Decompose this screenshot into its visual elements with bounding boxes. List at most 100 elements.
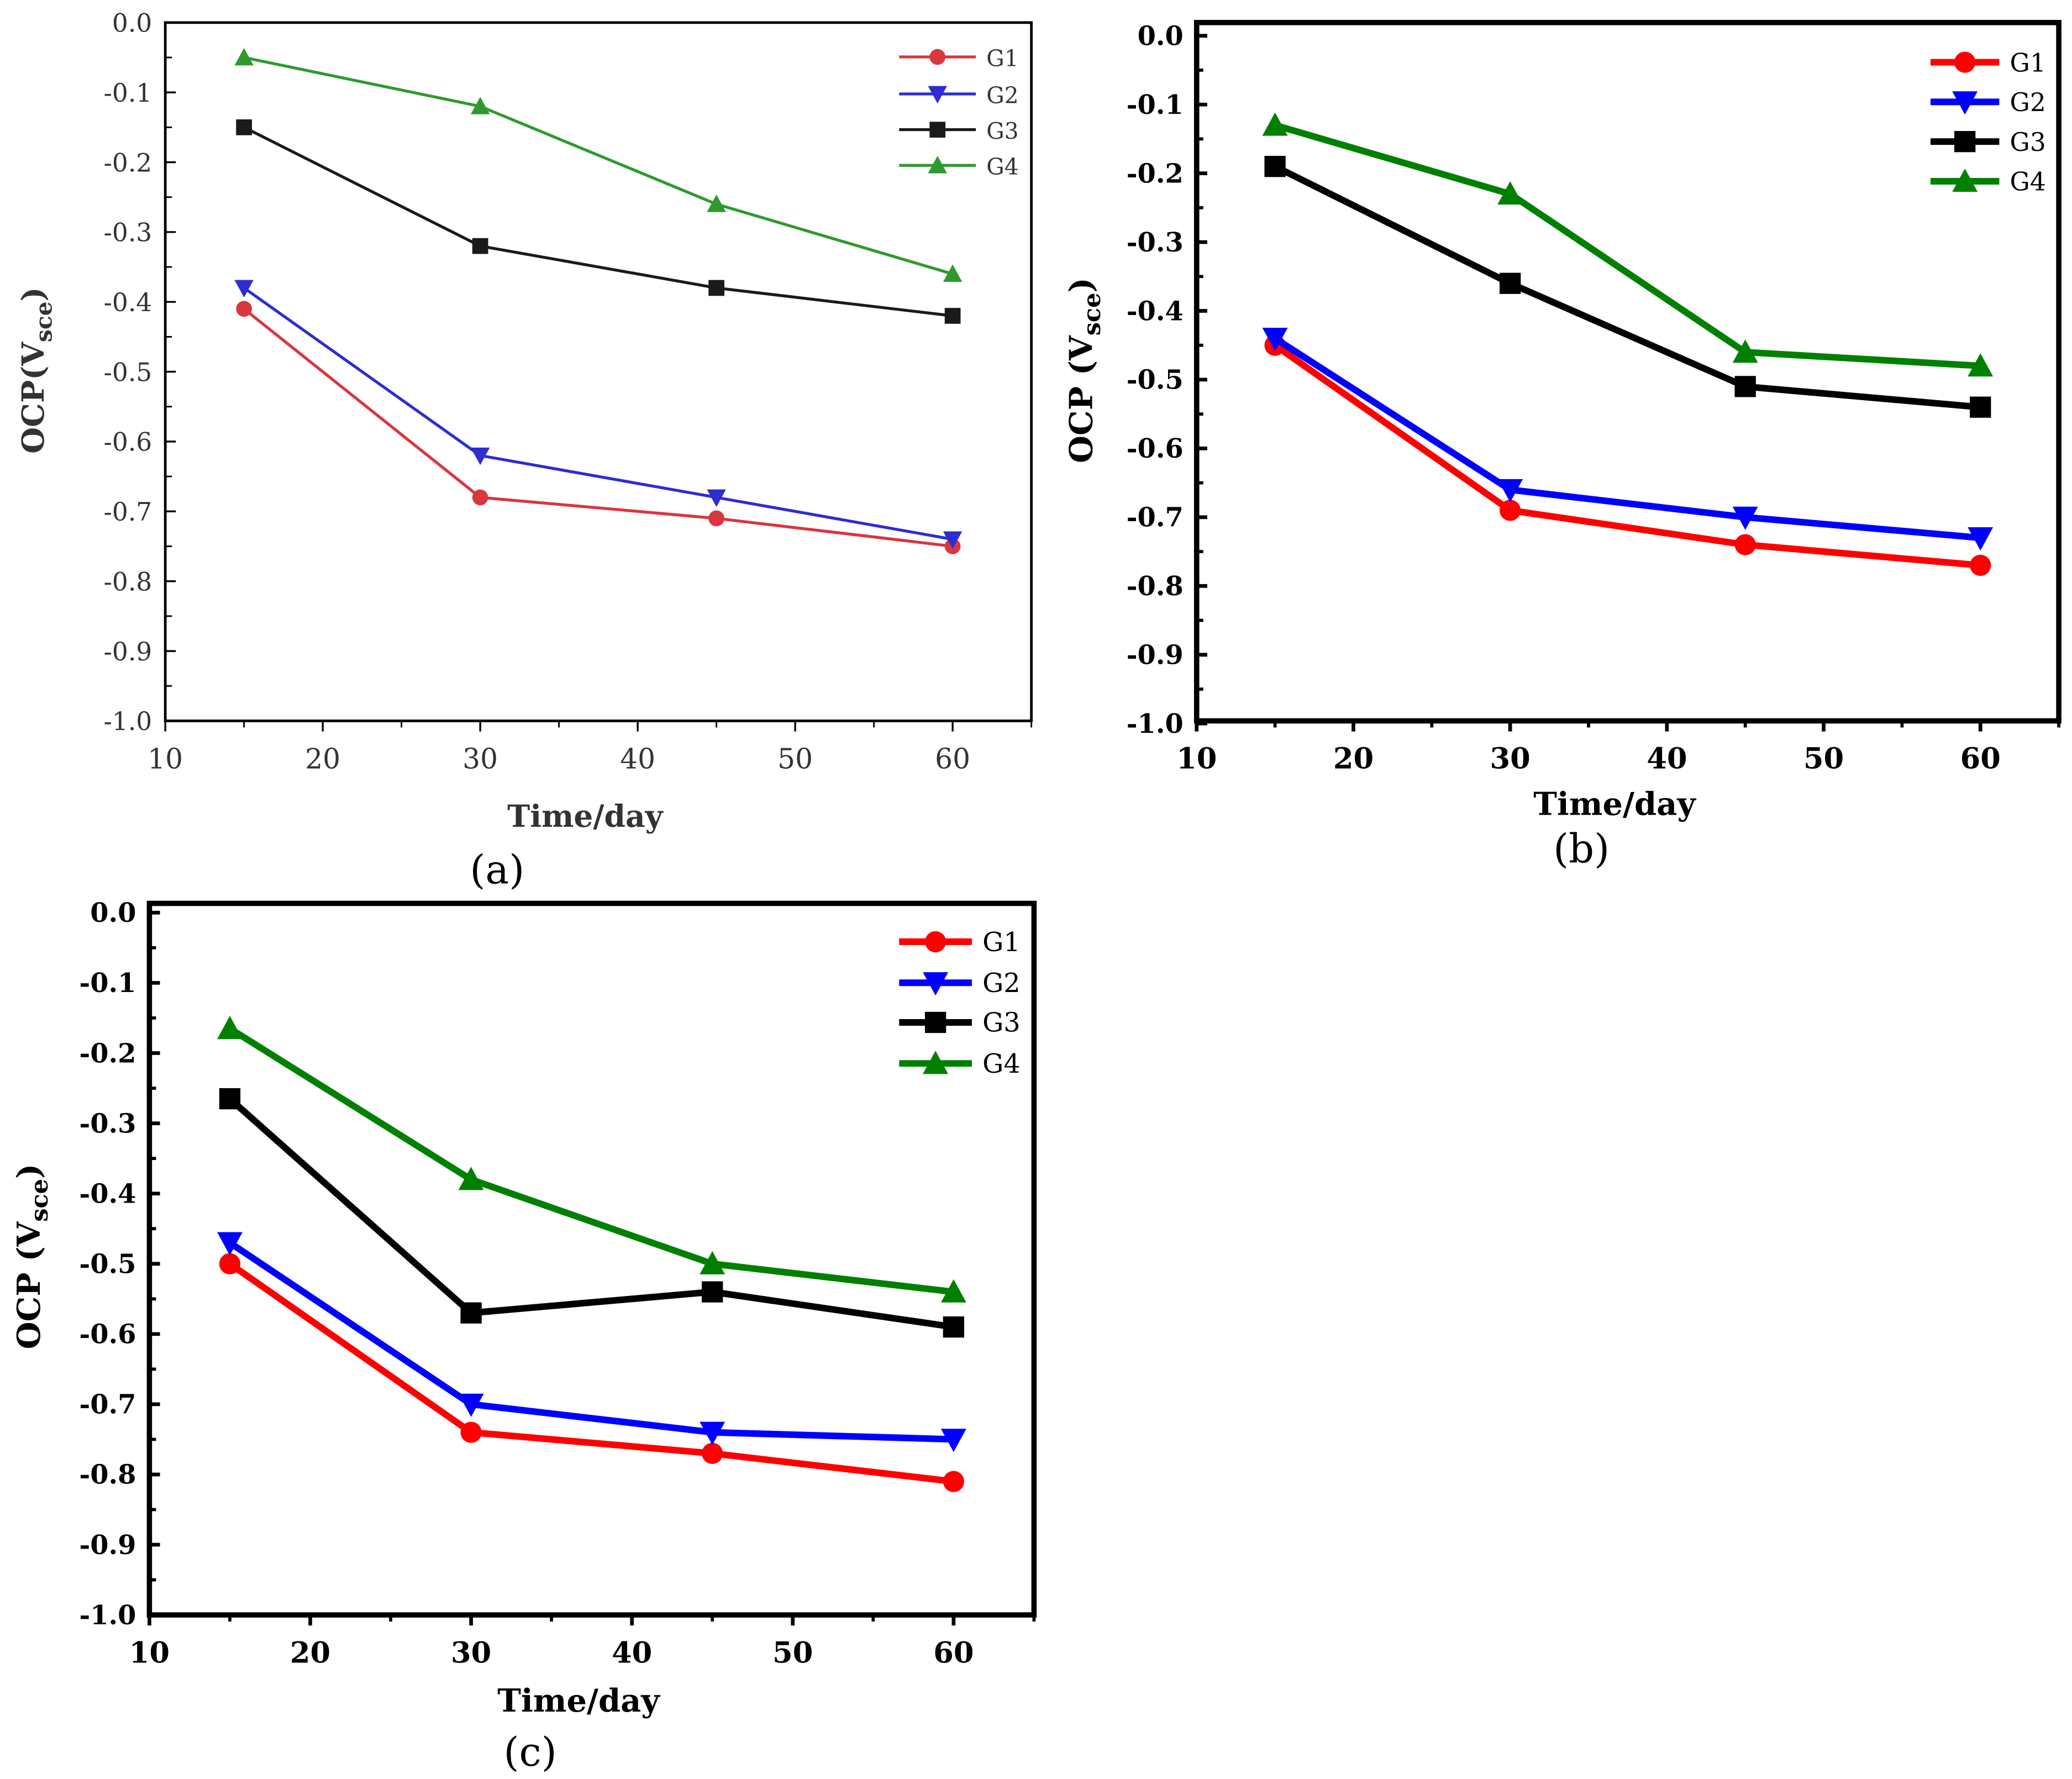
legend-label: G2 (982, 968, 1021, 999)
y-tick-label: -0.7 (1127, 502, 1184, 533)
legend-item-g2: G2 (1930, 88, 2046, 117)
x-tick-label: 30 (462, 743, 498, 775)
data-point (217, 1232, 243, 1256)
x-tick-label: 10 (129, 1636, 170, 1670)
x-tick-label: 50 (772, 1636, 813, 1670)
data-point (458, 1393, 484, 1417)
legend-item-g1: G1 (1930, 48, 2046, 77)
series-g3 (1264, 156, 1991, 418)
series-g2 (234, 280, 963, 549)
data-point (943, 1471, 965, 1492)
x-tick-label: 20 (305, 743, 340, 775)
panel-caption: (c) (504, 1729, 557, 1775)
x-tick-label: 60 (1960, 742, 2001, 776)
y-tick-label: -0.1 (104, 78, 152, 108)
legend-item-g3: G3 (899, 1008, 1021, 1038)
chart-panel-b: 0.0 -0.1 -0.2 -0.3 -0.4 -0.5 -0.6 -0.7 -0.8 -0.9 -… (1063, 20, 2062, 872)
data-point (940, 1429, 966, 1452)
chart-panel-a: 0.0 -0.1 -0.2 -0.3 -0.4 -0.5 -0.6 -0.7 -0.8 -0.9 -… (15, 9, 1033, 893)
y-tick-label: -0.6 (79, 1319, 136, 1350)
x-tick-label: 30 (1490, 742, 1531, 776)
y-axis-label-end: ) (10, 1164, 48, 1179)
y-tick-label: -0.6 (1127, 433, 1184, 464)
y-tick-label: -0.5 (79, 1249, 136, 1280)
series-g2 (217, 1232, 966, 1452)
y-tick-label: -0.3 (1127, 227, 1184, 258)
data-point (708, 280, 724, 296)
data-point (1968, 353, 1994, 377)
data-point (1264, 156, 1286, 177)
legend-marker (929, 49, 946, 65)
data-point (943, 531, 963, 549)
data-point (234, 280, 254, 298)
data-point (700, 1421, 725, 1445)
y-axis-label: OCP (Vsce) (1063, 277, 1106, 463)
series-g4 (217, 1016, 966, 1303)
legend-label: G1 (982, 927, 1021, 958)
legend-label: G2 (986, 82, 1018, 109)
y-tick-label: -0.2 (79, 1038, 136, 1069)
series-line (1273, 342, 1981, 569)
series-line (243, 125, 953, 318)
legend-label: G4 (986, 154, 1018, 180)
data-point (1262, 112, 1288, 136)
y-tick-label: -0.1 (79, 968, 136, 999)
legend-item-g4: G4 (1930, 167, 2046, 197)
y-tick-label: -0.5 (1127, 365, 1184, 396)
series-g4 (234, 48, 963, 282)
legend-item-g1: G1 (899, 927, 1021, 958)
legend-label: G1 (2010, 48, 2046, 77)
series-line (228, 1261, 954, 1485)
y-tick-label: 0.0 (112, 9, 152, 38)
series-line (1273, 335, 1981, 542)
y-tick-label: -0.4 (104, 288, 152, 317)
data-point (236, 301, 252, 317)
legend-marker (928, 86, 947, 104)
y-axis-label: OCP(Vsce) (15, 287, 57, 453)
legend-marker (924, 1011, 946, 1033)
legend-marker (924, 931, 946, 953)
data-point (470, 97, 490, 114)
data-point (700, 1251, 725, 1274)
data-point (236, 119, 252, 135)
series-g3 (236, 119, 961, 324)
data-point (1262, 328, 1288, 351)
y-tick-label: -0.2 (104, 148, 152, 177)
y-tick-label: -0.4 (79, 1178, 136, 1209)
series-line (228, 1025, 954, 1295)
data-point (472, 489, 488, 506)
series-g4 (1262, 112, 1994, 377)
series-g1 (219, 1253, 965, 1492)
series-line (1274, 122, 1981, 370)
series-line (1273, 163, 1981, 411)
data-point (707, 489, 726, 507)
legend-marker (923, 972, 949, 996)
data-point (1500, 500, 1521, 521)
series-line (228, 1240, 954, 1443)
x-axis-label: Time/day (507, 798, 664, 834)
x-tick-label: 60 (935, 743, 970, 775)
data-point (458, 1167, 484, 1190)
y-tick-label: -0.7 (79, 1389, 136, 1420)
legend-item-g4: G4 (899, 154, 1019, 180)
y-axis-label-subscript: sce (26, 1179, 54, 1222)
data-point (1732, 339, 1758, 363)
data-point (219, 1088, 241, 1110)
plot-frame (1193, 20, 2062, 724)
y-tick-label: -0.6 (104, 428, 152, 457)
plot-frame (164, 21, 1033, 722)
legend-item-g2: G2 (899, 82, 1019, 109)
x-tick-label: 60 (933, 1636, 974, 1670)
data-point (460, 1421, 482, 1443)
legend-label: G3 (982, 1008, 1021, 1038)
legend-marker (1952, 169, 1978, 192)
data-point (1970, 396, 1991, 418)
data-point (470, 447, 490, 465)
y-axis-label-main: OCP (V (10, 1221, 48, 1349)
legend-marker (1952, 91, 1978, 115)
legend-label: G4 (982, 1049, 1021, 1079)
legend-label: G3 (2010, 128, 2046, 157)
y-tick-label: -0.7 (104, 497, 152, 527)
series-line (243, 307, 953, 548)
